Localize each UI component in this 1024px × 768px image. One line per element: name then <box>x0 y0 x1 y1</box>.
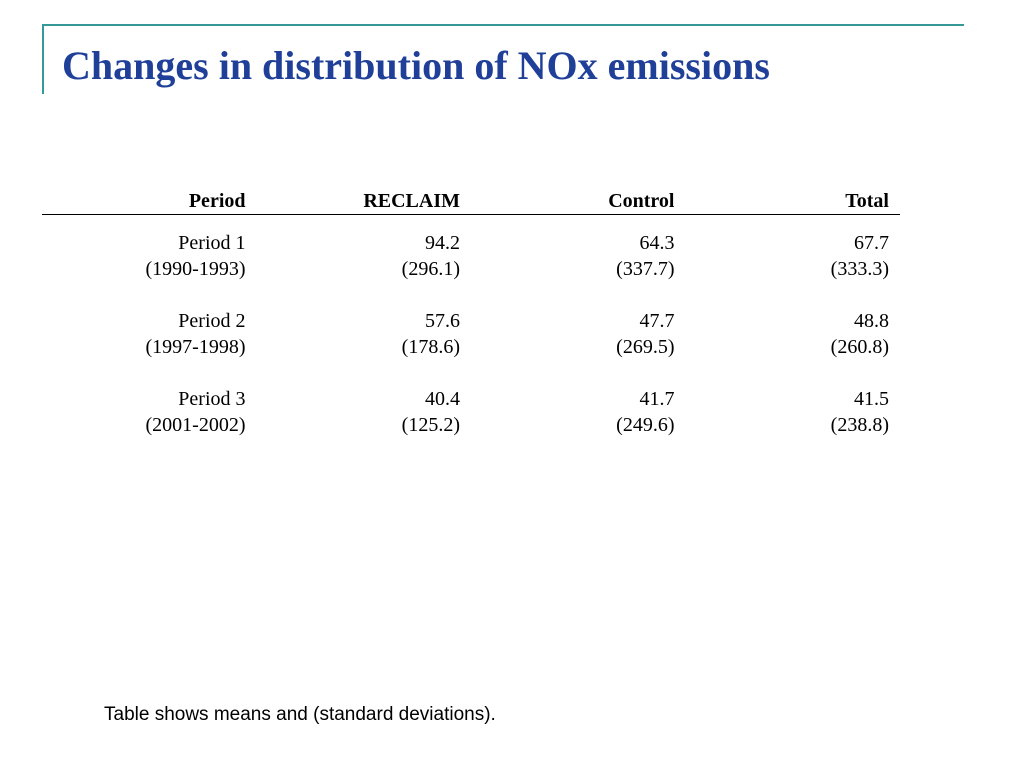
total-sd: (260.8) <box>830 336 889 358</box>
top-accent-rule <box>43 24 964 26</box>
table-header-row: Period RECLAIM Control Total <box>42 188 900 215</box>
table-group-gap <box>42 360 900 386</box>
period-years: (2001-2002) <box>145 414 246 436</box>
control-mean: 64.3 <box>639 232 675 254</box>
total-sd: (238.8) <box>830 414 889 436</box>
table-footnote: Table shows means and (standard deviatio… <box>104 704 496 725</box>
table-group-gap <box>42 282 900 308</box>
table-row-sd: (1997-1998) (178.6) (269.5) (260.8) <box>42 334 900 360</box>
reclaim-sd: (125.2) <box>401 414 460 436</box>
table-row-mean: Period 1 94.2 64.3 67.7 <box>42 230 900 256</box>
reclaim-sd: (296.1) <box>401 258 460 280</box>
header-reclaim: RECLAIM <box>256 188 471 215</box>
period-label: Period 3 <box>178 388 246 410</box>
period-years: (1990-1993) <box>145 258 246 280</box>
control-mean: 41.7 <box>639 388 675 410</box>
left-accent-rule <box>42 24 44 94</box>
reclaim-mean: 40.4 <box>425 388 460 410</box>
total-sd: (333.3) <box>830 258 889 280</box>
period-label: Period 1 <box>178 232 246 254</box>
slide-title: Changes in distribution of NOx emissions <box>62 43 770 88</box>
table-row-sd: (2001-2002) (125.2) (249.6) (238.8) <box>42 412 900 438</box>
emissions-table: Period RECLAIM Control Total Period 1 94… <box>42 188 900 438</box>
control-sd: (337.7) <box>616 258 675 280</box>
period-years: (1997-1998) <box>145 336 246 358</box>
emissions-table-container: Period RECLAIM Control Total Period 1 94… <box>42 188 900 438</box>
header-period: Period <box>42 188 257 215</box>
total-mean: 67.7 <box>854 232 889 254</box>
total-mean: 48.8 <box>854 310 889 332</box>
table-row-mean: Period 3 40.4 41.7 41.5 <box>42 386 900 412</box>
table-row-sd: (1990-1993) (296.1) (337.7) (333.3) <box>42 256 900 282</box>
period-label: Period 2 <box>178 310 246 332</box>
control-mean: 47.7 <box>639 310 675 332</box>
control-sd: (249.6) <box>616 414 675 436</box>
table-spacer <box>42 215 900 231</box>
reclaim-mean: 94.2 <box>425 232 460 254</box>
reclaim-sd: (178.6) <box>401 336 460 358</box>
header-total: Total <box>685 188 900 215</box>
total-mean: 41.5 <box>854 388 889 410</box>
header-control: Control <box>471 188 686 215</box>
control-sd: (269.5) <box>616 336 675 358</box>
table-row-mean: Period 2 57.6 47.7 48.8 <box>42 308 900 334</box>
reclaim-mean: 57.6 <box>425 310 460 332</box>
